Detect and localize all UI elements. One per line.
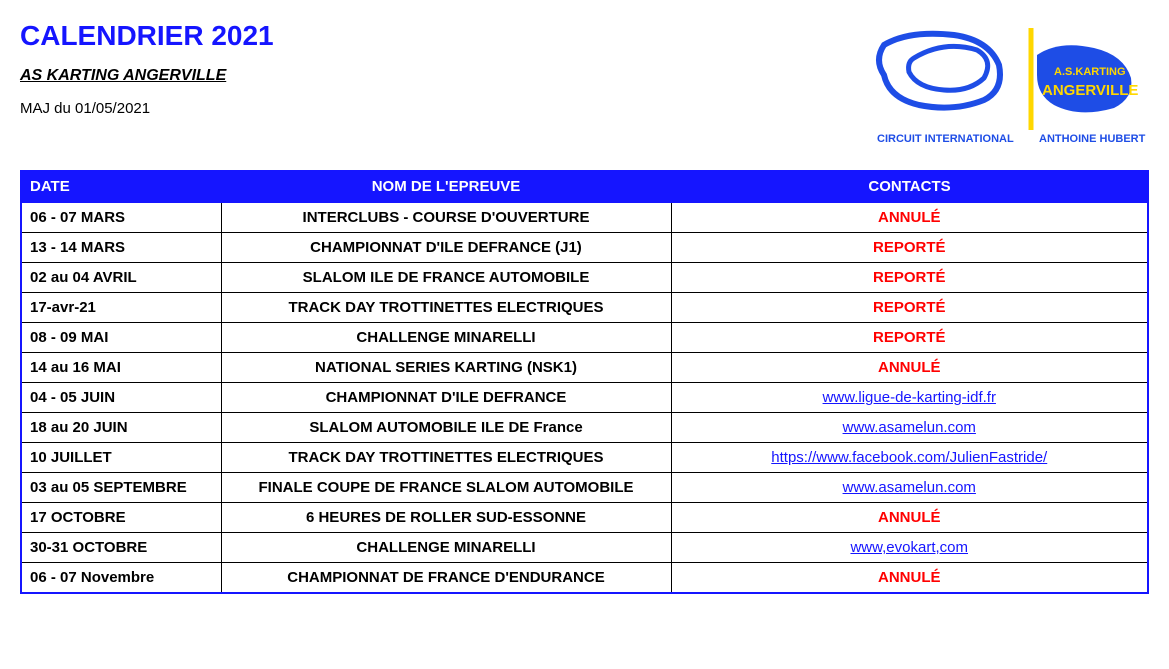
page-title: CALENDRIER 2021 bbox=[20, 20, 859, 52]
status-cancelled: ANNULÉ bbox=[878, 359, 941, 376]
status-postponed: REPORTÉ bbox=[873, 239, 946, 256]
cell-contact: ANNULÉ bbox=[671, 353, 1148, 383]
cell-contact: www,evokart,com bbox=[671, 533, 1148, 563]
contact-link[interactable]: https://www.facebook.com/JulienFastride/ bbox=[771, 449, 1047, 466]
cell-contact: www.asamelun.com bbox=[671, 473, 1148, 503]
table-header-row: DATE NOM DE L'EPREUVE CONTACTS bbox=[21, 171, 1148, 202]
subtitle: AS KARTING ANGERVILLE bbox=[20, 67, 859, 85]
cell-event: CHAMPIONNAT DE FRANCE D'ENDURANCE bbox=[221, 563, 671, 594]
cell-date: 08 - 09 MAI bbox=[21, 323, 221, 353]
cell-date: 30-31 OCTOBRE bbox=[21, 533, 221, 563]
table-row: 17-avr-21TRACK DAY TROTTINETTES ELECTRIQ… bbox=[21, 293, 1148, 323]
cell-date: 17 OCTOBRE bbox=[21, 503, 221, 533]
cell-event: NATIONAL SERIES KARTING (NSK1) bbox=[221, 353, 671, 383]
cell-contact: ANNULÉ bbox=[671, 563, 1148, 594]
status-postponed: REPORTÉ bbox=[873, 299, 946, 316]
table-row: 06 - 07 MARSINTERCLUBS - COURSE D'OUVERT… bbox=[21, 202, 1148, 233]
table-row: 03 au 05 SEPTEMBREFINALE COUPE DE FRANCE… bbox=[21, 473, 1148, 503]
cell-contact: REPORTÉ bbox=[671, 323, 1148, 353]
table-row: 10 JUILLETTRACK DAY TROTTINETTES ELECTRI… bbox=[21, 443, 1148, 473]
cell-event: CHAMPIONNAT D'ILE DEFRANCE bbox=[221, 383, 671, 413]
table-row: 14 au 16 MAINATIONAL SERIES KARTING (NSK… bbox=[21, 353, 1148, 383]
table-row: 04 - 05 JUINCHAMPIONNAT D'ILE DEFRANCE ww… bbox=[21, 383, 1148, 413]
update-date: MAJ du 01/05/2021 bbox=[20, 100, 859, 117]
cell-date: 18 au 20 JUIN bbox=[21, 413, 221, 443]
cell-contact: https://www.facebook.com/JulienFastride/ bbox=[671, 443, 1148, 473]
table-row: 08 - 09 MAICHALLENGE MINARELLI REPORTÉ bbox=[21, 323, 1148, 353]
logo-text-main: ANGERVILLE bbox=[1042, 82, 1138, 99]
table-row: 13 - 14 MARSCHAMPIONNAT D'ILE DEFRANCE (… bbox=[21, 233, 1148, 263]
cell-date: 04 - 05 JUIN bbox=[21, 383, 221, 413]
cell-contact: ANNULÉ bbox=[671, 503, 1148, 533]
logo-icon: A.S.KARTING ANGERVILLE CIRCUIT INTERNATI… bbox=[859, 20, 1149, 150]
cell-contact: www.ligue-de-karting-idf.fr bbox=[671, 383, 1148, 413]
cell-date: 10 JUILLET bbox=[21, 443, 221, 473]
status-postponed: REPORTÉ bbox=[873, 329, 946, 346]
cell-event: CHAMPIONNAT D'ILE DEFRANCE (J1) bbox=[221, 233, 671, 263]
cell-date: 13 - 14 MARS bbox=[21, 233, 221, 263]
logo-container: A.S.KARTING ANGERVILLE CIRCUIT INTERNATI… bbox=[859, 20, 1149, 150]
cell-event: 6 HEURES DE ROLLER SUD-ESSONNE bbox=[221, 503, 671, 533]
cell-contact: www.asamelun.com bbox=[671, 413, 1148, 443]
contact-link[interactable]: www.ligue-de-karting-idf.fr bbox=[823, 389, 996, 406]
table-body: 06 - 07 MARSINTERCLUBS - COURSE D'OUVERT… bbox=[21, 202, 1148, 593]
cell-event: SLALOM ILE DE FRANCE AUTOMOBILE bbox=[221, 263, 671, 293]
cell-contact: REPORTÉ bbox=[671, 293, 1148, 323]
contact-link[interactable]: www.asamelun.com bbox=[843, 479, 976, 496]
logo-text-bottom-right: ANTHOINE HUBERT bbox=[1039, 133, 1146, 145]
header-left: CALENDRIER 2021 AS KARTING ANGERVILLE MA… bbox=[20, 20, 859, 117]
header-section: CALENDRIER 2021 AS KARTING ANGERVILLE MA… bbox=[20, 20, 1149, 150]
cell-date: 14 au 16 MAI bbox=[21, 353, 221, 383]
cell-event: SLALOM AUTOMOBILE ILE DE France bbox=[221, 413, 671, 443]
table-row: 06 - 07 NovembreCHAMPIONNAT DE FRANCE D'… bbox=[21, 563, 1148, 594]
table-row: 18 au 20 JUINSLALOM AUTOMOBILE ILE DE Fr… bbox=[21, 413, 1148, 443]
table-row: 02 au 04 AVRILSLALOM ILE DE FRANCE AUTOM… bbox=[21, 263, 1148, 293]
logo-text-top: A.S.KARTING bbox=[1054, 66, 1126, 78]
logo-text-bottom-left: CIRCUIT INTERNATIONAL bbox=[877, 133, 1014, 145]
cell-event: TRACK DAY TROTTINETTES ELECTRIQUES bbox=[221, 443, 671, 473]
cell-event: FINALE COUPE DE FRANCE SLALOM AUTOMOBILE bbox=[221, 473, 671, 503]
cell-contact: REPORTÉ bbox=[671, 233, 1148, 263]
cell-date: 17-avr-21 bbox=[21, 293, 221, 323]
cell-event: CHALLENGE MINARELLI bbox=[221, 533, 671, 563]
contact-link[interactable]: www.asamelun.com bbox=[843, 419, 976, 436]
status-cancelled: ANNULÉ bbox=[878, 209, 941, 226]
col-header-contacts: CONTACTS bbox=[671, 171, 1148, 202]
cell-date: 03 au 05 SEPTEMBRE bbox=[21, 473, 221, 503]
status-cancelled: ANNULÉ bbox=[878, 509, 941, 526]
col-header-date: DATE bbox=[21, 171, 221, 202]
cell-contact: REPORTÉ bbox=[671, 263, 1148, 293]
table-row: 30-31 OCTOBRECHALLENGE MINARELLI www,evok… bbox=[21, 533, 1148, 563]
cell-event: INTERCLUBS - COURSE D'OUVERTURE bbox=[221, 202, 671, 233]
cell-event: TRACK DAY TROTTINETTES ELECTRIQUES bbox=[221, 293, 671, 323]
table-row: 17 OCTOBRE6 HEURES DE ROLLER SUD-ESSONNE… bbox=[21, 503, 1148, 533]
cell-date: 02 au 04 AVRIL bbox=[21, 263, 221, 293]
col-header-event: NOM DE L'EPREUVE bbox=[221, 171, 671, 202]
calendar-table: DATE NOM DE L'EPREUVE CONTACTS 06 - 07 M… bbox=[20, 170, 1149, 594]
cell-contact: ANNULÉ bbox=[671, 202, 1148, 233]
cell-date: 06 - 07 MARS bbox=[21, 202, 221, 233]
cell-event: CHALLENGE MINARELLI bbox=[221, 323, 671, 353]
table-header: DATE NOM DE L'EPREUVE CONTACTS bbox=[21, 171, 1148, 202]
contact-link[interactable]: www,evokart,com bbox=[850, 539, 968, 556]
cell-date: 06 - 07 Novembre bbox=[21, 563, 221, 594]
status-cancelled: ANNULÉ bbox=[878, 569, 941, 586]
status-postponed: REPORTÉ bbox=[873, 269, 946, 286]
